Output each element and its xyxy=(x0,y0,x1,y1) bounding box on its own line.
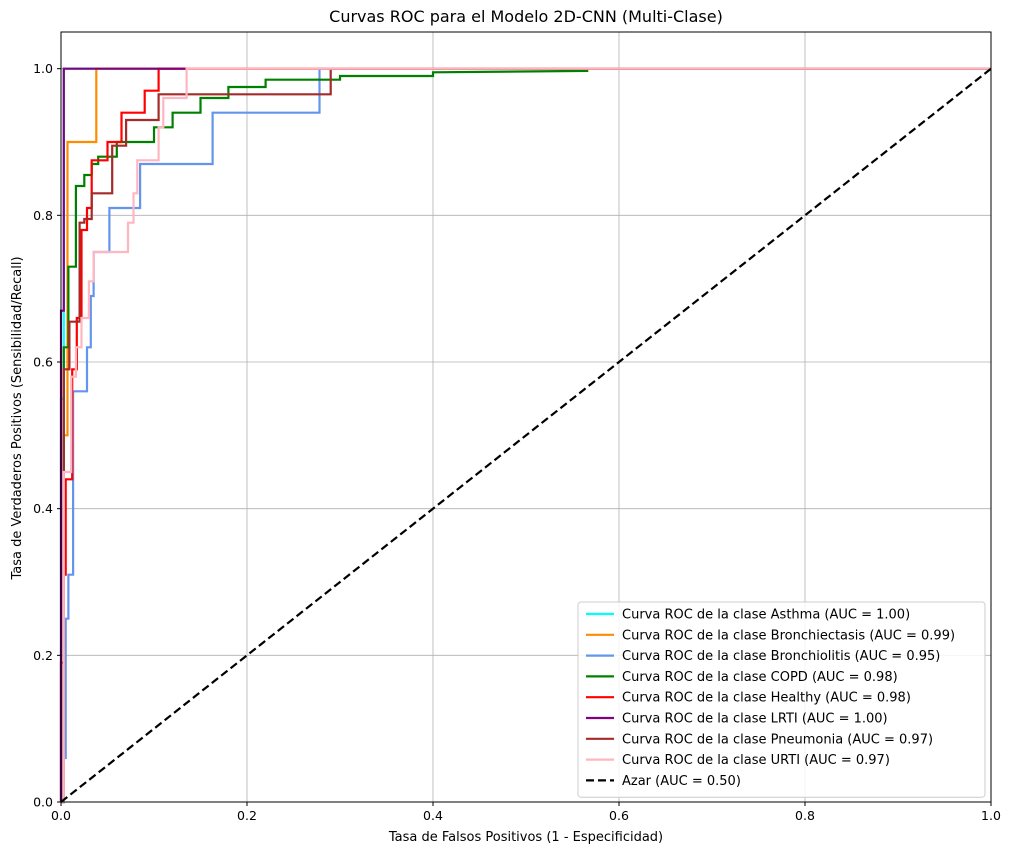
legend-label-3: Curva ROC de la clase COPD (AUC = 0.98) xyxy=(622,670,898,685)
series-line-7 xyxy=(61,67,991,804)
x-tick-label: 0.6 xyxy=(609,808,629,823)
y-tick-label: 0.0 xyxy=(33,795,53,810)
series-line-3 xyxy=(61,69,589,804)
x-axis-label: Tasa de Falsos Positivos (1 - Especifici… xyxy=(388,830,663,845)
y-tick-label: 0.6 xyxy=(33,355,53,370)
x-tick-label: 0.2 xyxy=(237,808,257,823)
axis-ticks: 0.0 0.2 0.4 0.6 0.8 1.0 0.0 0.2 0.4 0.6 0.8 1.0 xyxy=(33,61,1001,823)
x-tick-label: 0.0 xyxy=(51,808,71,823)
x-tick-label: 0.8 xyxy=(795,808,815,823)
series-line-6 xyxy=(61,67,991,804)
legend: Curva ROC de la clase Asthma (AUC = 1.00… xyxy=(577,601,986,798)
legend-label-1: Curva ROC de la clase Bronchiectasis (AU… xyxy=(622,628,955,643)
legend-label-2: Curva ROC de la clase Bronchiolitis (AUC… xyxy=(622,649,940,664)
x-tick-label: 0.4 xyxy=(423,808,443,823)
legend-label-5: Curva ROC de la clase LRTI (AUC = 1.00) xyxy=(622,712,888,727)
y-axis-label: Tasa de Verdaderos Positivos (Sensibilid… xyxy=(10,256,25,580)
y-tick-label: 1.0 xyxy=(33,61,53,76)
legend-box xyxy=(577,601,986,798)
plot-frame xyxy=(60,31,992,803)
series-line-2 xyxy=(61,67,991,804)
x-tick-label: 1.0 xyxy=(981,808,1001,823)
legend-label-7: Curva ROC de la clase URTI (AUC = 0.97) xyxy=(622,753,890,768)
legend-label-6: Curva ROC de la clase Pneumonia (AUC = 0… xyxy=(622,732,933,747)
y-tick-label: 0.4 xyxy=(33,501,53,516)
y-tick-label: 0.8 xyxy=(33,208,53,223)
legend-label-4: Curva ROC de la clase Healthy (AUC = 0.9… xyxy=(622,691,911,706)
series-line-5 xyxy=(59,67,187,802)
series-line-8 xyxy=(60,67,992,803)
series-group xyxy=(59,67,992,804)
legend-label-0: Curva ROC de la clase Asthma (AUC = 1.00… xyxy=(622,608,910,623)
legend-label-8: Azar (AUC = 0.50) xyxy=(622,774,741,789)
y-tick-label: 0.2 xyxy=(33,648,53,663)
chart-title: Curvas ROC para el Modelo 2D-CNN (Multi-… xyxy=(329,7,723,26)
